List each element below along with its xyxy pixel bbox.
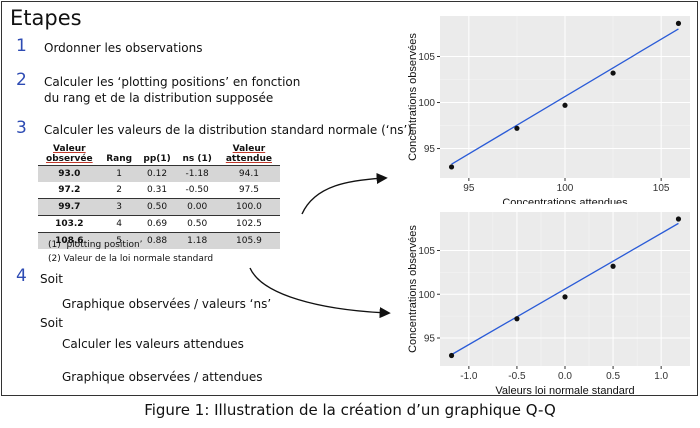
arrow-to-bottom-plot [249,267,391,319]
data-point [448,164,455,170]
x-tick-label: 1.0 [654,371,668,382]
qq-table: Valeur observée Rang pp(1) ns (1) Valeur… [38,143,280,249]
cell-ns: -0.50 [185,185,209,195]
y-tick-label: 100 [418,290,435,301]
header-att-line2: attendue [225,154,272,164]
x-tick-label: -1.0 [460,371,478,382]
cell-rank: 3 [100,198,138,216]
cell-pp: 0.50 [137,198,177,216]
cell-expected: 102.5 [217,215,280,233]
qq-plot-expected: 95 100 105 95 100 105 Concentrations attendues… [407,16,690,204]
cell-pp: 0.31 [147,185,168,195]
step-2-text-line1: Calculer les ‘plotting positions’ en fon… [44,75,301,89]
header-rang: Rang [106,154,133,164]
data-point [514,316,520,322]
option-b1-text: Calculer les valeurs attendues [62,337,244,351]
cell-ns: 0.50 [176,215,218,233]
table-row: 93.0 1 0.12 -1.18 94.1 [38,165,280,182]
step-4-number: 4 [16,266,27,286]
step-2-number: 2 [16,70,27,90]
cell-observed: 99.7 [38,198,101,216]
y-axis-title: Concentrations observées [407,33,419,161]
cell-observed: 108.6 [38,232,101,249]
x-tick-label: -0.5 [508,371,526,382]
cell-expected: 105.9 [217,232,280,249]
cell-expected: 97.5 [238,185,259,195]
qq-plot-normal: -1.0 -0.5 0.0 0.5 1.0 95 100 105 Valeurs loi nor… [407,212,690,396]
cell-rank: 2 [116,185,123,195]
x-tick-label: 100 [557,183,574,194]
header-att-line1: Valeur [232,144,266,154]
header-obs-line1: Valeur [53,144,86,154]
header-pp: pp(1) [143,154,171,164]
data-point [610,70,616,76]
cell-expected: 94.1 [217,165,280,182]
y-tick-label: 100 [418,98,435,109]
cell-rank: 5 [100,232,138,249]
fit-line [451,28,679,165]
table-row: 108.6 5 0.88 1.18 105.9 [38,232,280,249]
cell-rank: 1 [100,165,138,182]
header-obs-line2: observée [46,154,93,164]
fit-line [451,222,679,356]
cell-ns: 1.18 [176,232,218,249]
note-1: (1) ‘plotting position’ [48,240,143,250]
page-title: Etapes [10,6,82,30]
cell-ns: -1.18 [176,165,218,182]
cell-rank: 4 [100,215,138,233]
option-b2-text: Graphique observées / attendues [62,370,263,384]
header-valeur-observee: Valeur observée [38,143,101,166]
table-row: 103.2 4 0.69 0.50 102.5 [38,215,280,233]
step-3-number: 3 [16,118,27,138]
table-row: 99.7 3 0.50 0.00 100.0 [38,198,280,216]
data-point [562,294,568,300]
step-4-text: Soit [40,272,63,286]
y-tick-label: 95 [424,334,436,345]
step-3-text: Calculer les valeurs de la distribution … [44,123,412,137]
table-row: 97.2 2 0.31 -0.50 97.5 [38,182,280,199]
header-ns: ns (1) [182,154,212,164]
data-point [675,216,682,222]
cell-observed: 93.0 [38,165,101,182]
data-point [514,125,520,131]
option-a-text: Graphique observées / valeurs ‘ns’ [62,297,272,311]
y-axis-title: Concentrations observées [407,225,419,353]
step-1-number: 1 [16,36,27,56]
data-point [675,20,682,26]
cell-expected: 100.0 [217,198,280,216]
x-axis-title: Valeurs loi normale standard [495,385,634,396]
cell-ns: 0.00 [176,198,218,216]
cell-observed: 97.2 [58,185,81,195]
x-tick-label: 0.0 [558,371,572,382]
cell-pp: 0.69 [137,215,177,233]
arrow-to-top-plot [301,172,388,215]
data-point [610,263,616,269]
y-tick-label: 105 [418,52,435,63]
step-1-text: Ordonner les observations [44,41,203,55]
cell-pp: 0.88 [137,232,177,249]
x-tick-label: 95 [463,183,475,194]
note-2: (2) Valeur de la loi normale standard [48,254,214,264]
data-point [448,352,455,359]
data-point [562,102,568,108]
x-axis-title: Concentrations attendues [502,197,628,204]
cell-pp: 0.12 [137,165,177,182]
figure-caption: Figure 1: Illustration de la création d’… [144,401,556,419]
x-tick-label: 105 [653,183,670,194]
y-tick-label: 105 [418,246,435,257]
step-2-text-line2: du rang et de la distribution supposée [44,91,274,105]
x-tick-label: 0.5 [606,371,620,382]
y-tick-label: 95 [424,144,436,155]
header-valeur-attendue: Valeur attendue [218,143,280,166]
cell-observed: 103.2 [38,215,101,233]
soit-2-text: Soit [40,316,63,330]
